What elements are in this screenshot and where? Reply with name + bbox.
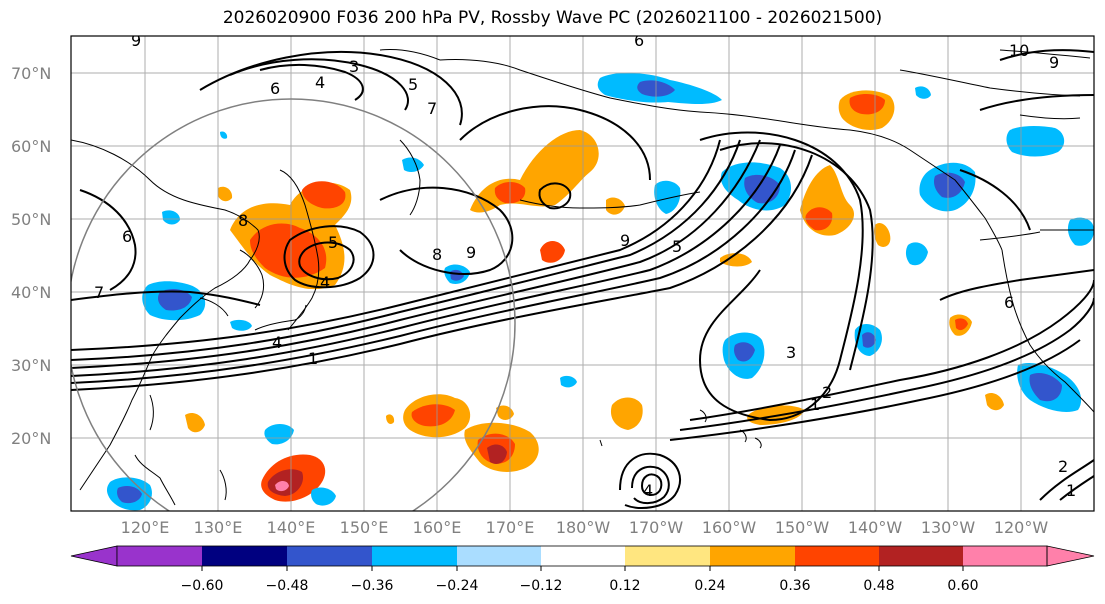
colorbar-tick-label: 0.60: [947, 578, 978, 594]
contour-label: 4: [320, 273, 330, 292]
lon-label: 160°E: [413, 518, 462, 537]
colorbar-tick-label: −0.36: [351, 578, 394, 594]
colorbar-segment: [457, 546, 541, 566]
map-title: 2026020900 F036 200 hPa PV, Rossby Wave …: [222, 8, 883, 28]
contour-label: 9: [620, 231, 630, 250]
colorbar-segment: [287, 546, 372, 566]
colorbar-tick-label: −0.48: [266, 578, 309, 594]
contour-labels: 9 6 3 4 5 7 6 10 9 6 5 4 8 9 9 5 7 4 1 3…: [94, 31, 1076, 500]
contour-label: 1: [308, 349, 318, 368]
lat-label: 30°N: [11, 356, 51, 375]
contour-label: 8: [238, 211, 248, 230]
contour-label: 5: [672, 237, 682, 256]
lon-label: 180°W: [556, 518, 611, 537]
region-circle: [71, 98, 516, 511]
lon-label: 130°W: [921, 518, 976, 537]
graticule: [71, 36, 1094, 511]
colorbar-tick-label: −0.12: [520, 578, 563, 594]
lon-label: 150°E: [340, 518, 389, 537]
lon-label: 130°E: [194, 518, 243, 537]
contour-label: 6: [122, 227, 132, 246]
colorbar-frame: [116, 545, 1048, 567]
colorbar-segment: [372, 546, 457, 566]
colorbar-tick-label: −0.24: [436, 578, 479, 594]
colorbar-extend-high: [1046, 545, 1095, 567]
colorbar-segment: [541, 546, 625, 566]
colorbar-segment: [879, 546, 963, 566]
map-frame: [70, 35, 1095, 512]
lon-label: 120°W: [994, 518, 1049, 537]
colorbar-segment: [963, 546, 1047, 566]
contour-label: 9: [131, 31, 141, 50]
lat-label: 50°N: [11, 210, 51, 229]
colorbar-segment: [625, 546, 710, 566]
latitude-labels: 70°N 60°N 50°N 40°N 30°N 20°N: [11, 64, 51, 448]
contour-label: 6: [270, 79, 280, 98]
lat-label: 70°N: [11, 64, 51, 83]
lat-label: 40°N: [11, 283, 51, 302]
pv-contours: [71, 49, 1094, 509]
coastlines: [71, 49, 1094, 506]
lon-label: 170°W: [629, 518, 684, 537]
colorbar-segment: [710, 546, 795, 566]
contour-label: 9: [1049, 53, 1059, 72]
colorbar-extend-low: [70, 545, 118, 567]
colorbar-ticks: [201, 566, 964, 571]
lon-label: 150°W: [775, 518, 830, 537]
contour-label: 8: [432, 245, 442, 264]
lat-label: 20°N: [11, 429, 51, 448]
contour-label: 1: [1066, 481, 1076, 500]
contour-label: 4: [643, 481, 653, 500]
colorbar: −0.60 −0.48 −0.36 −0.24 −0.12 0.12 0.24 …: [70, 545, 1095, 594]
lon-label: 160°W: [702, 518, 757, 537]
contour-label: 2: [822, 383, 832, 402]
contour-label: 3: [349, 57, 359, 76]
contour-label: 1: [810, 395, 820, 414]
colorbar-tick-label: 0.48: [863, 578, 894, 594]
contour-label: 7: [94, 283, 104, 302]
colorbar-tick-label: 0.12: [609, 578, 640, 594]
lon-label: 140°E: [267, 518, 316, 537]
contour-label: 5: [328, 233, 338, 252]
colorbar-tick-label: 0.36: [779, 578, 810, 594]
colorbar-tick-label: −0.60: [181, 578, 224, 594]
longitude-labels: 120°E 130°E 140°E 150°E 160°E 170°E 180°…: [121, 518, 1049, 537]
lat-label: 60°N: [11, 137, 51, 156]
contour-label: 6: [634, 31, 644, 50]
contour-label: 5: [408, 75, 418, 94]
contour-label: 4: [315, 73, 325, 92]
colorbar-tick-label: 0.24: [694, 578, 725, 594]
colorbar-segment: [202, 546, 287, 566]
lon-label: 120°E: [121, 518, 170, 537]
contour-label: 3: [786, 343, 796, 362]
contour-label: 10: [1009, 41, 1029, 60]
contour-label: 2: [1058, 457, 1068, 476]
contour-label: 4: [272, 333, 282, 352]
contour-label: 6: [1004, 293, 1014, 312]
contour-label: 9: [466, 243, 476, 262]
colorbar-segment: [117, 546, 202, 566]
lon-label: 140°W: [848, 518, 903, 537]
colorbar-segment: [795, 546, 879, 566]
lon-label: 170°E: [486, 518, 535, 537]
contour-label: 7: [427, 99, 437, 118]
